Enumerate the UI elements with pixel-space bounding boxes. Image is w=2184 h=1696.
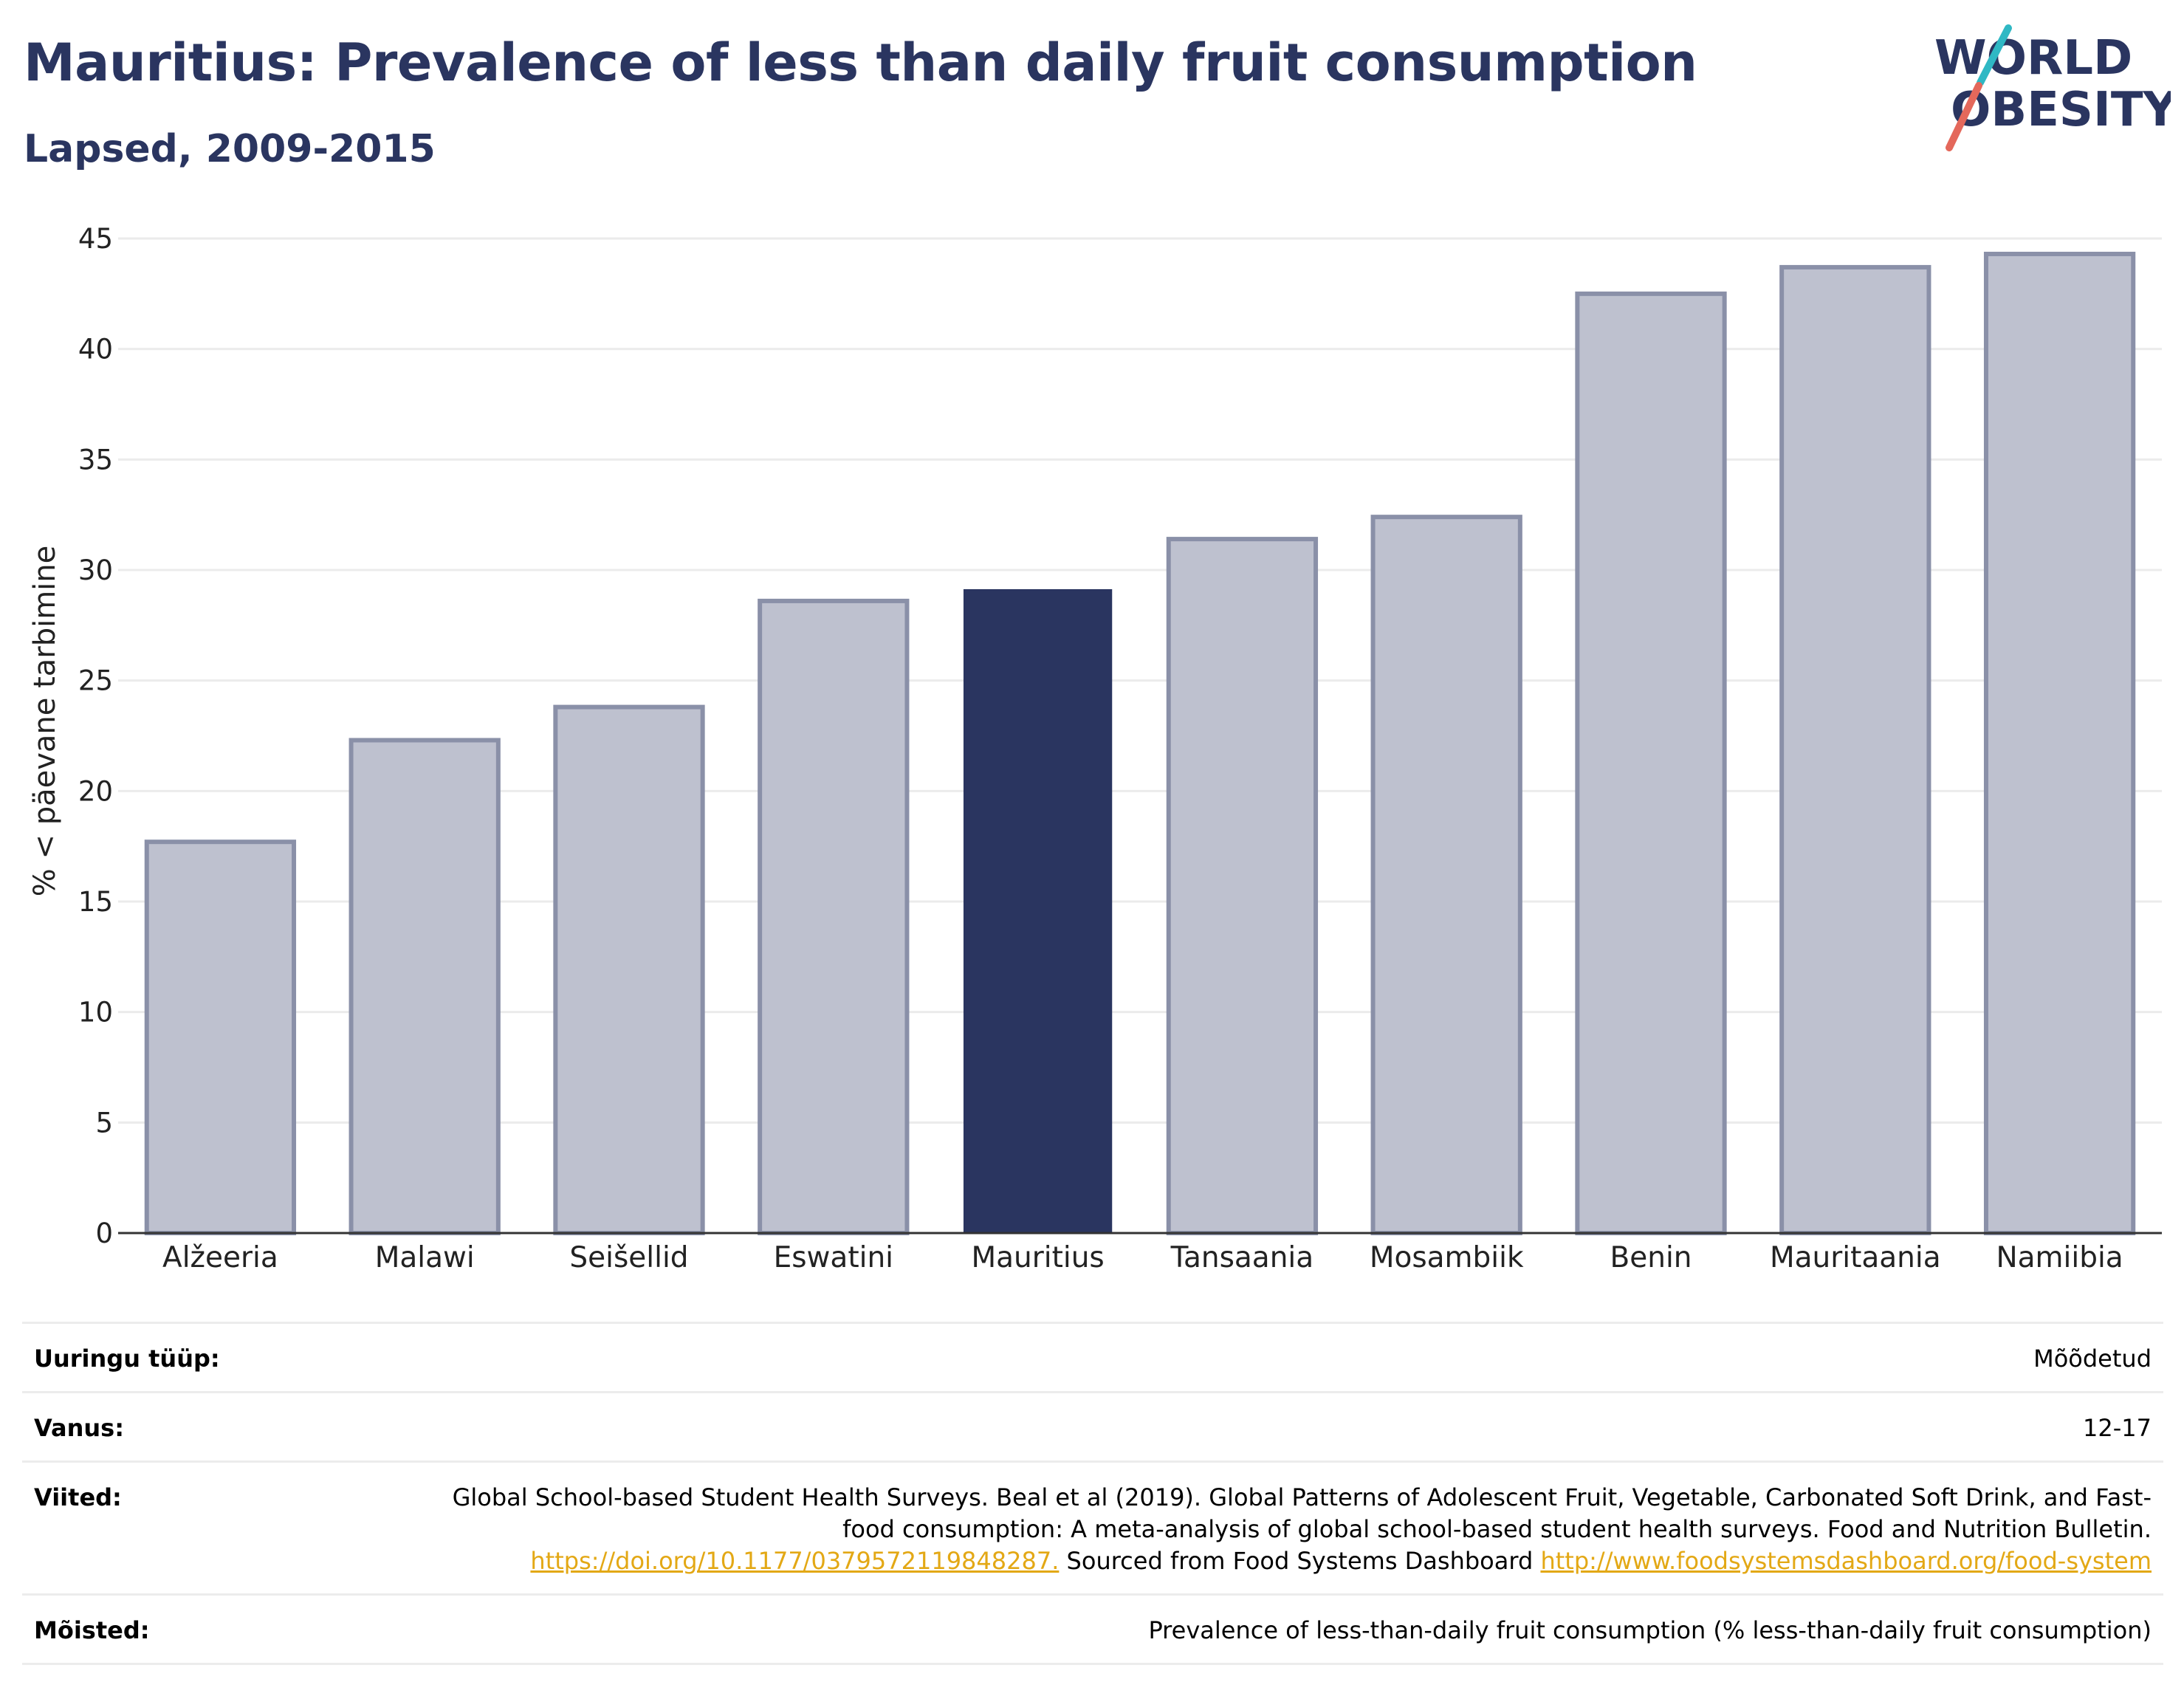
bar-seišellid[interactable] bbox=[553, 704, 705, 1235]
logo-word-world: WORLD bbox=[1934, 31, 2132, 86]
y-tick-label: 35 bbox=[78, 444, 113, 476]
chart-subtitle: Lapsed, 2009-2015 bbox=[24, 127, 436, 171]
x-category-label: Seišellid bbox=[569, 1241, 688, 1274]
reference-text: Sourced from Food Systems Dashboard bbox=[1059, 1547, 1541, 1575]
meta-value: Mõõdetud bbox=[2033, 1345, 2152, 1373]
bar-benin[interactable] bbox=[1575, 291, 1727, 1235]
y-tick-label: 45 bbox=[78, 223, 113, 255]
y-tick-label: 20 bbox=[78, 775, 113, 807]
x-category-label: Tansaania bbox=[1170, 1241, 1314, 1274]
meta-row-references: Viited: Global School-based Student Heal… bbox=[22, 1460, 2163, 1593]
y-axis-title: % < päevane tarbimine bbox=[28, 546, 62, 897]
y-tick-label: 25 bbox=[78, 665, 113, 697]
meta-row-age: Vanus: 12-17 bbox=[22, 1391, 2163, 1460]
meta-key: Mõisted: bbox=[34, 1616, 150, 1644]
bar-namiibia[interactable] bbox=[1983, 251, 2136, 1235]
meta-value: Prevalence of less-than-daily fruit cons… bbox=[1148, 1616, 2152, 1644]
meta-value: 12-17 bbox=[2083, 1414, 2152, 1442]
chart-title: Mauritius: Prevalence of less than daily… bbox=[24, 32, 1697, 93]
x-category-label: Mauritius bbox=[971, 1241, 1104, 1274]
metadata-table: Uuringu tüüp: Mõõdetud Vanus: 12-17 Viit… bbox=[22, 1322, 2163, 1665]
x-category-label: Eswatini bbox=[774, 1241, 893, 1274]
logo-slash-teal bbox=[1977, 24, 2012, 86]
bar-eswatini[interactable] bbox=[758, 598, 910, 1235]
bar-tansaania[interactable] bbox=[1166, 537, 1319, 1235]
logo-word-obesity: OBESITY bbox=[1951, 83, 2171, 137]
meta-value-references: Global School-based Student Health Surve… bbox=[409, 1482, 2152, 1577]
x-category-labels: Alžeeria Malawi Seišellid Eswatini Mauritius… bbox=[162, 1241, 2123, 1274]
meta-key: Viited: bbox=[34, 1483, 122, 1511]
doi-link[interactable]: https://doi.org/10.1177/0379572119848287… bbox=[530, 1547, 1060, 1575]
reference-text: Global School-based Student Health Surve… bbox=[452, 1483, 2152, 1543]
bar-chart: 0 5 10 15 20 25 30 35 40 45 Alžeeria Malawi Seišell… bbox=[28, 223, 2162, 1274]
bar-mosambiik[interactable] bbox=[1370, 515, 1522, 1235]
bar-mauritius[interactable] bbox=[963, 588, 1113, 1234]
meta-row-survey-type: Uuringu tüüp: Mõõdetud bbox=[22, 1322, 2163, 1391]
bar-mauritaania[interactable] bbox=[1779, 264, 1931, 1235]
meta-row-definitions: Mõisted: Prevalence of less-than-daily f… bbox=[22, 1593, 2163, 1665]
x-category-label: Malawi bbox=[375, 1241, 475, 1274]
logo-slash-coral bbox=[1946, 82, 1982, 151]
x-category-label: Namiibia bbox=[1996, 1241, 2123, 1274]
bar-alžeeria[interactable] bbox=[144, 840, 297, 1236]
y-tick-label: 0 bbox=[95, 1218, 113, 1249]
y-tick-label: 10 bbox=[78, 997, 113, 1029]
world-obesity-logo: WORLD OBESITY bbox=[1934, 24, 2171, 151]
bar-malawi[interactable] bbox=[348, 738, 501, 1235]
x-category-label: Alžeeria bbox=[162, 1241, 278, 1274]
x-category-label: Mauritaania bbox=[1770, 1241, 1941, 1274]
bars bbox=[144, 251, 2136, 1236]
food-systems-dashboard-link[interactable]: http://www.foodsystemsdashboard.org/food… bbox=[1540, 1547, 2152, 1575]
x-category-label: Mosambiik bbox=[1370, 1241, 1524, 1274]
meta-key: Vanus: bbox=[34, 1414, 125, 1442]
y-tick-labels: 0 5 10 15 20 25 30 35 40 45 bbox=[78, 223, 113, 1249]
y-tick-label: 15 bbox=[78, 886, 113, 918]
x-category-label: Benin bbox=[1610, 1241, 1692, 1274]
y-tick-label: 5 bbox=[95, 1107, 113, 1139]
meta-key: Uuringu tüüp: bbox=[34, 1345, 220, 1373]
y-tick-label: 30 bbox=[78, 555, 113, 586]
y-tick-label: 40 bbox=[78, 334, 113, 365]
